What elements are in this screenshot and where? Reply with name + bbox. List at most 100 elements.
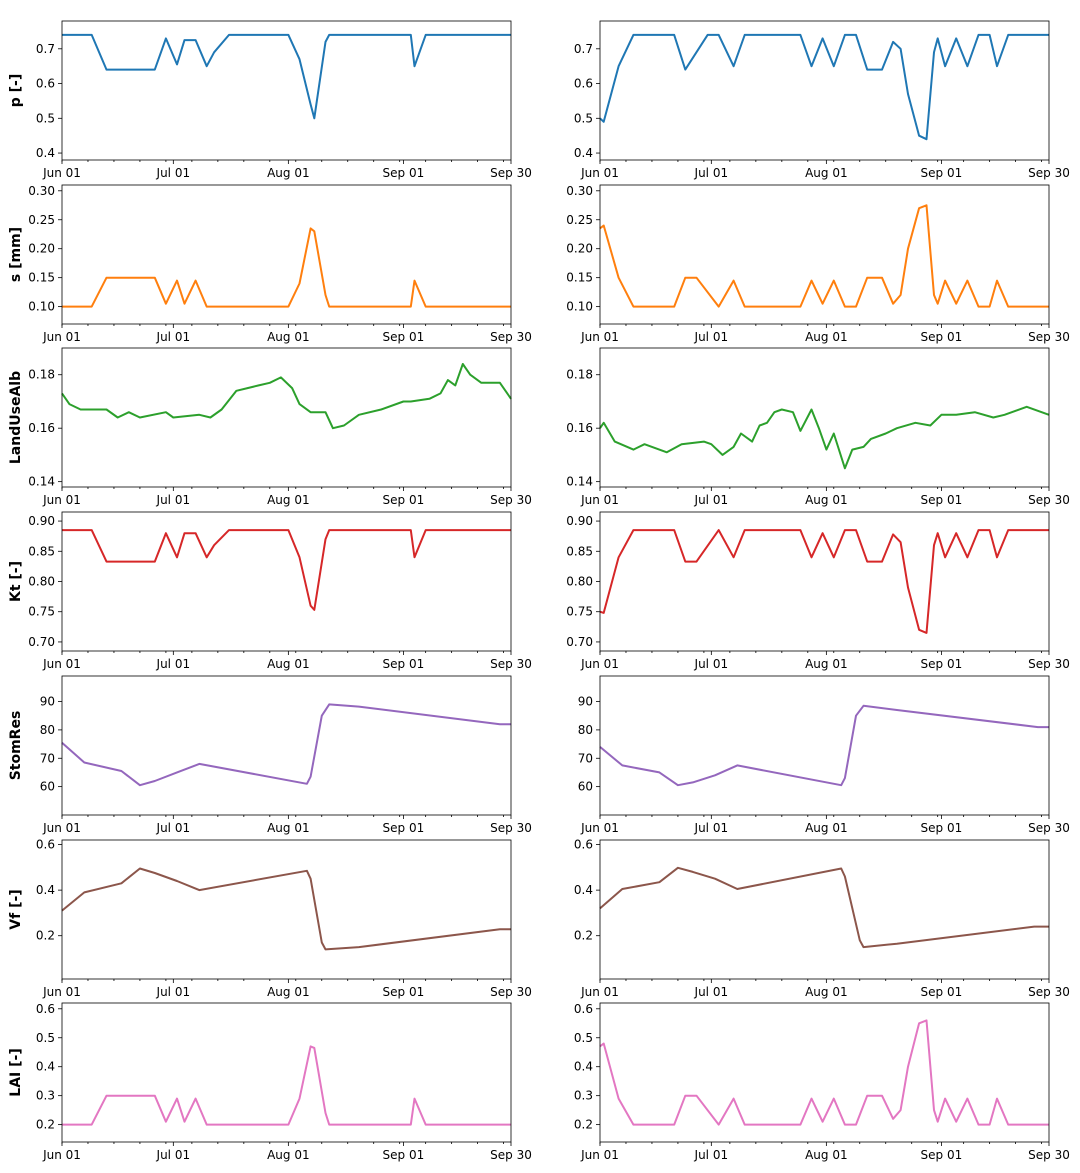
x-tick-label: Sep 30: [490, 1148, 532, 1162]
x-tick-label: Jun 01: [580, 493, 619, 507]
x-tick-label: Jun 01: [42, 166, 81, 180]
x-tick-label: Sep 30: [1028, 821, 1070, 835]
x-tick-label: Aug 01: [267, 985, 310, 999]
axes-frame: [599, 675, 1050, 816]
series-line: [599, 33, 1049, 141]
y-tick-label: 0.80: [566, 575, 593, 589]
y-axis-label: Kt [-]: [8, 561, 24, 602]
x-tick-label: Jul 01: [156, 493, 191, 507]
y-tick-label: 0.20: [566, 242, 593, 256]
x-tick-label: Jul 01: [694, 166, 729, 180]
y-tick-label: 0.15: [28, 271, 55, 285]
y-tick-label: 0.30: [28, 184, 55, 198]
axes-frame: [61, 347, 512, 488]
y-tick-label: 0.5: [36, 1031, 55, 1045]
y-tick-label: 0.25: [28, 213, 55, 227]
x-tick-label: Sep 30: [490, 985, 532, 999]
x-tick-label: Sep 01: [921, 493, 963, 507]
axes-frame: [61, 20, 512, 161]
series-line: [599, 1019, 1049, 1126]
series-line: [61, 703, 511, 787]
y-tick-label: 0.4: [36, 1060, 55, 1074]
x-tick-label: Jun 01: [580, 330, 619, 344]
y-axis-label: p [-]: [8, 74, 24, 108]
x-tick-label: Sep 01: [921, 166, 963, 180]
x-tick-label: Aug 01: [805, 330, 848, 344]
subplot-r0-c0: 0.4 0.5 0.6 0.7 Jun 01 Jul 01 Aug 01 Sep 01 Sep …: [8, 20, 532, 180]
x-tick-label: Jun 01: [580, 821, 619, 835]
x-tick-label: Jun 01: [580, 985, 619, 999]
subplot-r3-c0: 0.70 0.75 0.80 0.85 0.90 Jun 01 Jul 01 Aug 01 Se…: [8, 511, 532, 671]
series-line: [599, 204, 1049, 308]
y-tick-label: 0.5: [574, 111, 593, 125]
x-tick-label: Jun 01: [42, 985, 81, 999]
y-tick-label: 0.30: [566, 184, 593, 198]
y-tick-label: 0.7: [36, 42, 55, 56]
x-tick-label: Sep 01: [921, 1148, 963, 1162]
axes-frame: [61, 184, 512, 325]
subplot-r6-c1: 0.2 0.3 0.4 0.5 0.6 Jun 01 Jul 01 Aug 01 Sep 01 S…: [574, 1002, 1070, 1162]
subplot-r1-c1: 0.10 0.15 0.20 0.25 0.30 Jun 01 Jul 01 Aug 01 Se…: [566, 184, 1070, 344]
x-tick-label: Sep 01: [383, 821, 425, 835]
y-tick-label: 0.20: [28, 242, 55, 256]
x-tick-label: Aug 01: [805, 166, 848, 180]
y-tick-label: 0.90: [566, 514, 593, 528]
y-tick-label: 0.6: [574, 838, 593, 852]
y-tick-label: 0.70: [28, 635, 55, 649]
y-tick-label: 0.14: [566, 475, 593, 489]
series-line: [61, 363, 512, 430]
y-tick-label: 0.3: [574, 1089, 593, 1103]
x-tick-label: Sep 30: [1028, 985, 1070, 999]
y-axis-label: LandUseAlb: [8, 371, 24, 464]
x-tick-label: Sep 01: [383, 1148, 425, 1162]
x-tick-label: Jul 01: [156, 657, 191, 671]
y-tick-label: 70: [578, 751, 593, 765]
y-tick-label: 0.75: [28, 605, 55, 619]
series-line: [61, 867, 511, 951]
subplot-r5-c1: 0.2 0.4 0.6 Jun 01 Jul 01 Aug 01 Sep 01 Sep 30: [574, 838, 1070, 999]
axes-frame: [599, 347, 1050, 488]
y-tick-label: 90: [578, 695, 593, 709]
y-tick-label: 0.2: [574, 929, 593, 943]
y-axis-label: Vf [-]: [8, 889, 24, 929]
x-tick-label: Aug 01: [805, 1148, 848, 1162]
y-tick-label: 0.15: [566, 271, 593, 285]
y-axis-label: StomRes: [8, 711, 24, 781]
x-tick-label: Sep 30: [490, 821, 532, 835]
x-tick-label: Sep 01: [921, 821, 963, 835]
axes-frame: [599, 1002, 1050, 1143]
y-tick-label: 0.4: [574, 146, 593, 160]
y-tick-label: 0.75: [566, 605, 593, 619]
x-tick-label: Jul 01: [156, 985, 191, 999]
x-tick-label: Sep 01: [383, 330, 425, 344]
x-tick-label: Sep 01: [921, 657, 963, 671]
x-tick-label: Sep 01: [921, 985, 963, 999]
y-tick-label: 0.16: [566, 421, 593, 435]
x-tick-label: Sep 30: [490, 330, 532, 344]
x-tick-label: Aug 01: [267, 166, 310, 180]
x-tick-label: Sep 30: [1028, 493, 1070, 507]
subplot-r0-c1: 0.4 0.5 0.6 0.7 Jun 01 Jul 01 Aug 01 Sep 01 Sep …: [574, 20, 1070, 180]
y-tick-label: 0.5: [36, 111, 55, 125]
y-tick-label: 0.90: [28, 514, 55, 528]
y-tick-label: 0.6: [36, 838, 55, 852]
x-tick-label: Sep 30: [1028, 1148, 1070, 1162]
y-tick-label: 0.70: [566, 635, 593, 649]
x-tick-label: Aug 01: [267, 493, 310, 507]
x-tick-label: Aug 01: [267, 821, 310, 835]
y-tick-label: 0.4: [574, 883, 593, 897]
x-tick-label: Jul 01: [156, 1148, 191, 1162]
y-tick-label: 0.6: [574, 1002, 593, 1016]
y-tick-label: 0.6: [36, 77, 55, 91]
x-tick-label: Sep 01: [383, 166, 425, 180]
series-line: [62, 33, 511, 120]
axes-frame: [599, 20, 1050, 161]
y-tick-label: 0.4: [574, 1060, 593, 1074]
x-tick-label: Jul 01: [694, 493, 729, 507]
x-tick-label: Jun 01: [42, 330, 81, 344]
y-tick-label: 60: [40, 780, 55, 794]
y-tick-label: 60: [578, 780, 593, 794]
series-line: [62, 1045, 511, 1126]
x-tick-label: Jul 01: [694, 1148, 729, 1162]
